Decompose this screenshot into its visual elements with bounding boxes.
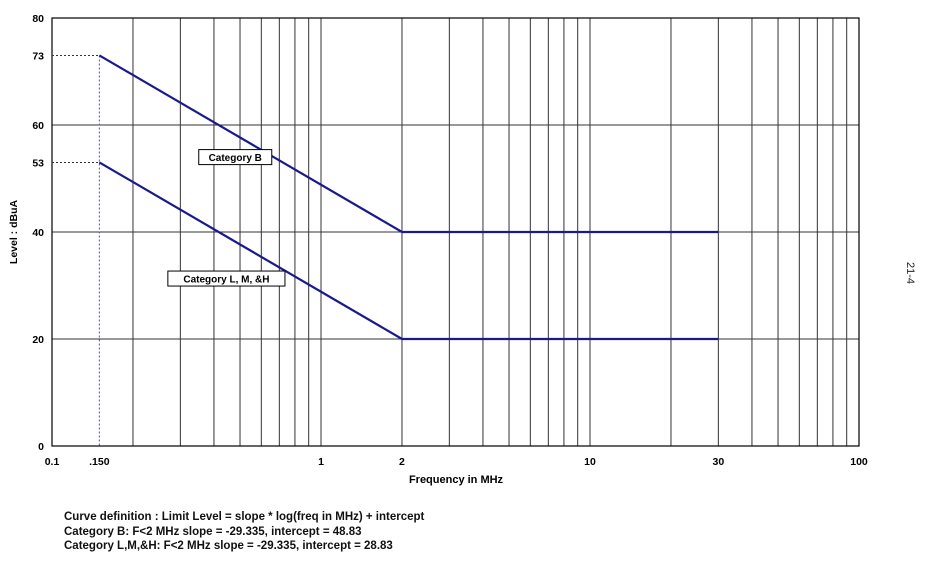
reference-marks [52,54,100,446]
x-tick-label: .150 [89,456,110,468]
y-tick-label: 40 [32,227,44,239]
x-tick-label: 30 [713,456,725,468]
y-tick-label: 0 [38,441,44,453]
x-tick-label: 1 [318,456,324,468]
category-lmh-label: Category L, M, &H [183,275,269,286]
plot-frame [51,17,860,447]
curve-definition-line: Curve definition : Limit Level = slope *… [64,511,425,523]
y-tick-label: 73 [32,50,44,62]
x-axis-label: Frequency in MHz [409,474,504,486]
y-tick-label: 80 [32,13,44,25]
category-b-label-box [198,149,273,166]
category-b-definition: Category B: F<2 MHz slope = -29.335, int… [64,525,362,538]
page-number-label: 21-4 [904,262,916,285]
category-lmh-label-box [167,270,286,287]
curve-definition-notes: Curve definition : Limit Level = slope *… [64,510,424,554]
x-tick-label: 10 [584,456,596,468]
category-lmh-line [98,161,719,341]
category-b-label: Category B [209,153,262,164]
series-lines [98,54,719,341]
category-b-line [98,54,719,234]
y-tick-label: 20 [32,334,44,346]
y-tick-labels: 0 20 40 53 60 73 80 [32,13,44,453]
x-tick-label: 0.1 [45,456,60,468]
y-tick-label: 60 [32,120,44,132]
x-tick-labels: 0.1 .150 1 2 10 30 100 [45,456,868,468]
x-tick-label: 100 [850,456,868,468]
series-label-boxes: Category B Category L, M, &H [167,149,286,287]
y-axis-label: Level : dBuA [8,200,20,265]
y-tick-label: 53 [32,157,44,169]
category-lmh-definition: Category L,M,&H: F<2 MHz slope = -29.335… [64,540,393,552]
x-tick-label: 2 [399,456,405,468]
